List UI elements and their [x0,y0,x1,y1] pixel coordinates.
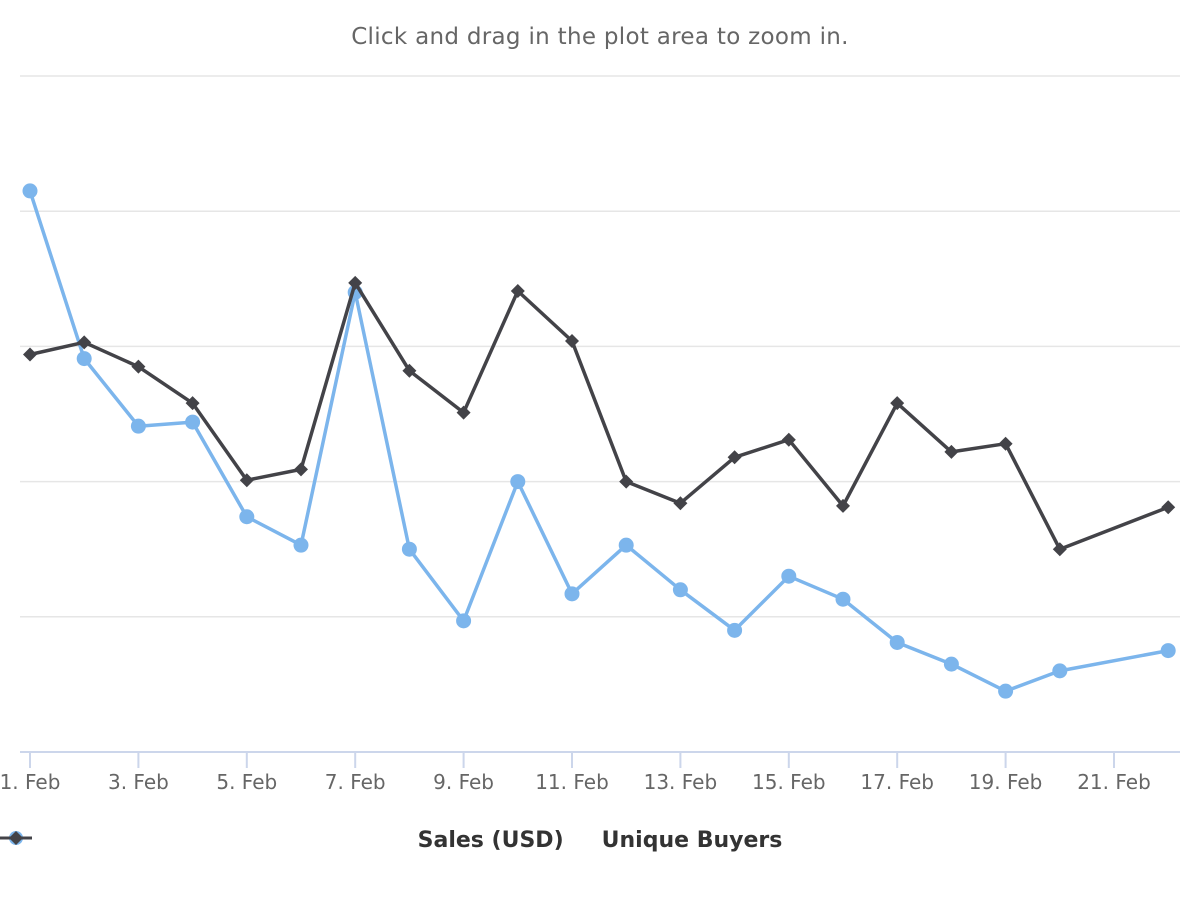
data-point-sales[interactable] [239,509,255,525]
data-point-sales[interactable] [1052,663,1068,679]
data-point-sales[interactable] [781,568,797,584]
data-point-buyers[interactable] [565,333,579,348]
legend-item-sales[interactable]: Sales (USD) [0,828,564,853]
x-tick-label: 15. Feb [752,770,826,794]
data-point-buyers[interactable] [294,462,308,477]
data-point-sales[interactable] [618,537,634,553]
data-point-buyers[interactable] [239,473,254,488]
series-buyers [23,275,1176,557]
x-tick-label: 5. Feb [216,770,277,794]
data-point-sales[interactable] [889,634,905,650]
data-point-buyers[interactable] [348,275,363,290]
data-point-sales[interactable] [456,613,472,629]
data-point-sales[interactable] [401,541,417,557]
data-point-sales[interactable] [510,474,526,490]
series-sales [22,183,1176,699]
legend-label-buyers: Unique Buyers [601,828,783,853]
x-tick-label: 19. Feb [969,770,1043,794]
data-point-buyers[interactable] [673,496,688,511]
series-line-buyers [28,281,1170,551]
data-point-sales[interactable] [727,622,743,638]
series-layer [22,183,1176,699]
data-point-sales[interactable] [1160,643,1176,659]
data-point-buyers[interactable] [1052,542,1067,557]
data-point-buyers[interactable] [890,396,905,411]
data-point-sales[interactable] [293,537,309,553]
data-point-sales[interactable] [76,351,92,367]
data-point-buyers[interactable] [781,432,796,447]
data-point-buyers[interactable] [1161,500,1176,515]
legend-label-sales: Sales (USD) [417,828,564,853]
data-point-buyers[interactable] [998,436,1013,451]
x-tick-label: 9. Feb [433,770,494,794]
data-point-buyers[interactable] [185,396,200,411]
x-axis: 1. Feb 3. Feb 5. Feb 7. Feb 9. Feb 11. Feb 13.… [0,751,1180,794]
legend-item-buyers[interactable]: Unique Buyers [0,828,783,853]
data-point-sales[interactable] [672,582,688,598]
x-tick-label: 21. Feb [1077,770,1151,794]
data-point-sales[interactable] [22,183,38,199]
data-point-sales[interactable] [998,683,1014,699]
data-point-buyers[interactable] [510,283,525,298]
legend-buyers-symbol [0,831,32,845]
data-point-buyers[interactable] [619,474,634,489]
x-tick-label: 17. Feb [860,770,934,794]
data-point-buyers[interactable] [131,359,146,374]
chart-subtitle: Click and drag in the plot area to zoom … [351,24,849,50]
data-point-buyers[interactable] [727,450,742,465]
data-point-buyers[interactable] [944,444,959,459]
data-point-buyers[interactable] [23,347,37,362]
data-point-sales[interactable] [185,414,201,430]
data-point-sales[interactable] [130,418,146,434]
grid-lines [20,75,1180,618]
x-tick-label: 3. Feb [108,770,169,794]
x-tick-label: 13. Feb [644,770,718,794]
legend: Sales (USD) Unique Buyers [0,828,1200,853]
data-point-sales[interactable] [943,656,959,672]
data-point-sales[interactable] [835,591,851,607]
x-tick-label: 7. Feb [325,770,386,794]
data-point-buyers[interactable] [402,363,417,378]
data-point-sales[interactable] [564,586,580,602]
data-point-buyers[interactable] [836,498,850,513]
x-tick-label: 1. Feb [0,770,60,794]
data-point-buyers[interactable] [456,405,471,420]
x-tick-label: 11. Feb [535,770,609,794]
data-point-buyers[interactable] [77,335,92,350]
